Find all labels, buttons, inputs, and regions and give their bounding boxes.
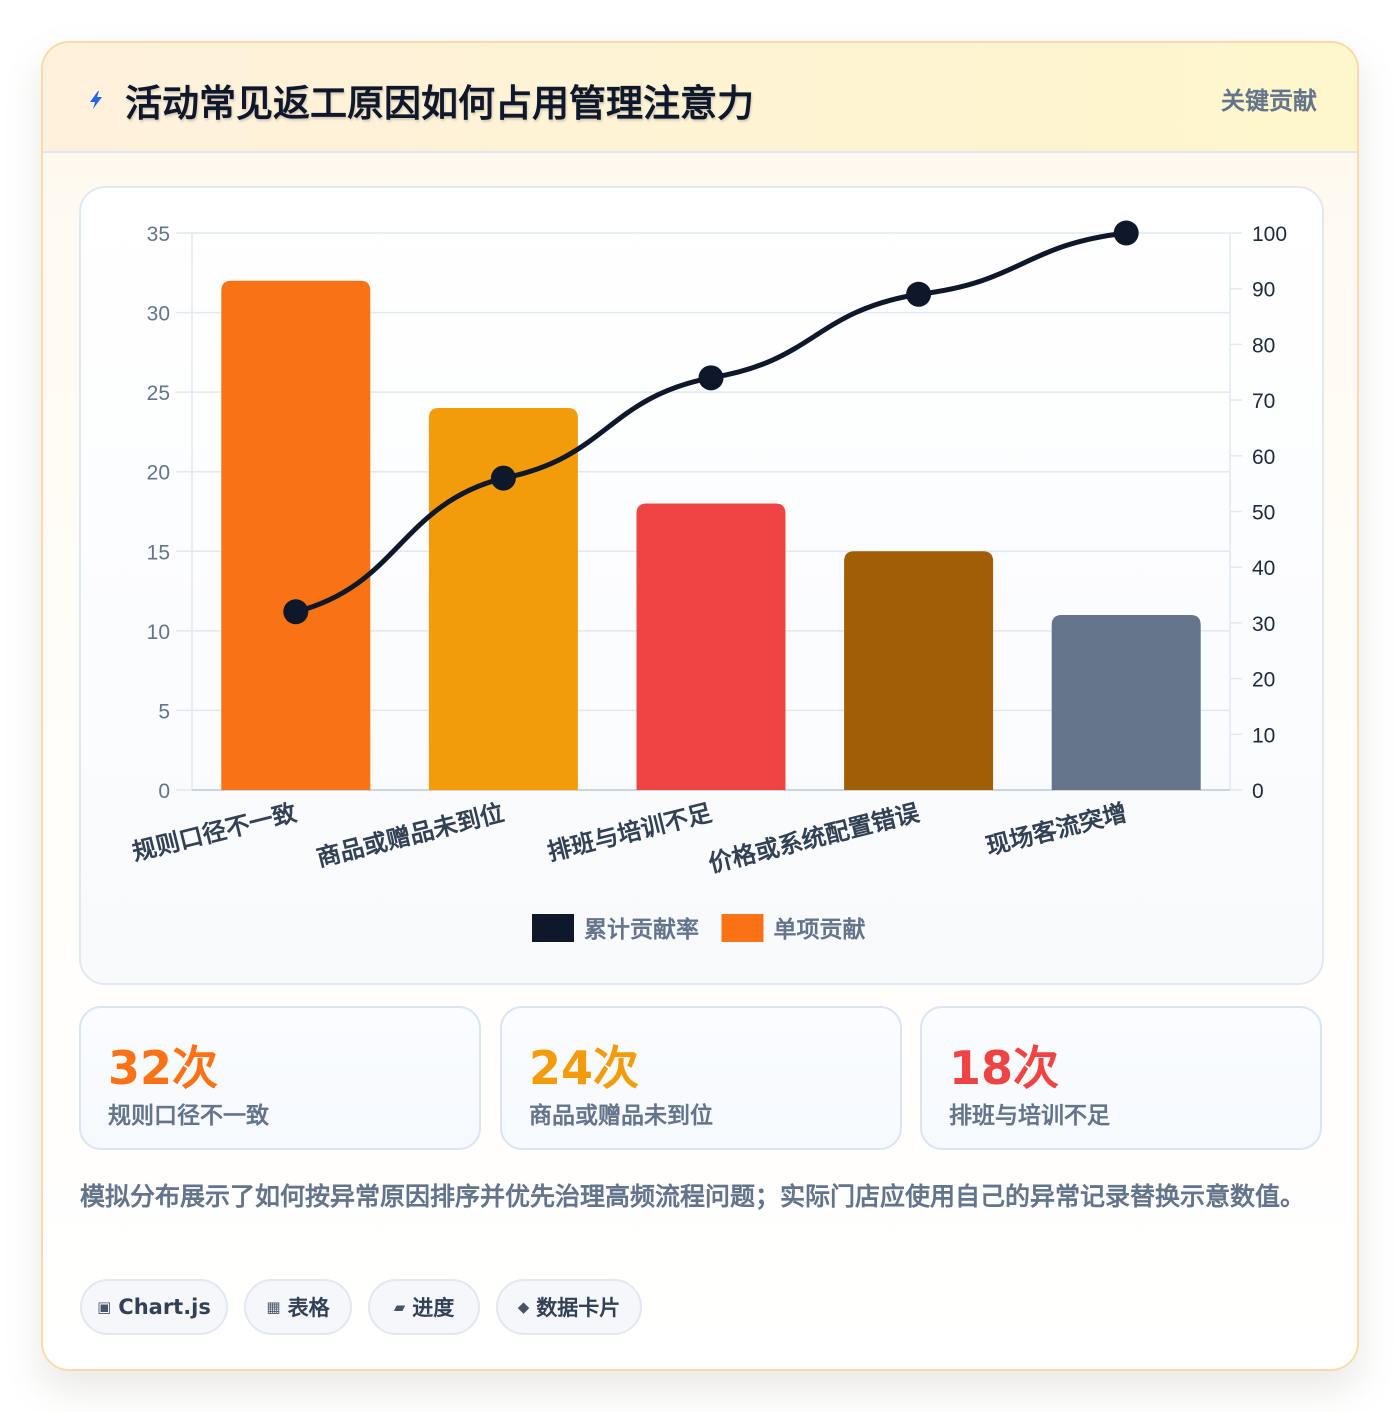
chart-card: 活动常见返工原因如何占用管理注意力 关键贡献 0 5 10 15 20 25 30 35 0 10… (41, 41, 1359, 1371)
x-tick-label: 排班与培训不足 (545, 799, 715, 867)
chart-icon: ▣ (97, 1298, 112, 1316)
x-tick-label: 规则口径不一致 (129, 798, 300, 866)
y-left-tick-label: 20 (147, 462, 170, 485)
legend-swatch (721, 914, 764, 942)
data-card-icon: ◆ (517, 1298, 530, 1316)
y-left-tick-label: 10 (147, 621, 170, 644)
stat-value: 32次 (108, 1041, 219, 1095)
chip-table[interactable]: ▦ 表格 (244, 1279, 352, 1335)
y-left-tick-label: 30 (147, 303, 170, 326)
chart-note: 模拟分布展示了如何按异常原因排序并优先治理高频流程问题；实际门店应使用自己的异常… (80, 1182, 1306, 1211)
chip-label: Chart.js (118, 1295, 211, 1319)
progress-icon: ▰ (393, 1298, 406, 1316)
line-point (906, 281, 932, 307)
stat-label: 规则口径不一致 (108, 1103, 269, 1129)
y-right-tick-label: 40 (1252, 557, 1275, 580)
line-point (1113, 220, 1139, 246)
stat-card: 18次排班与培训不足 (920, 1006, 1322, 1150)
y-left-tick-label: 5 (158, 700, 170, 723)
y-left-tick-label: 15 (147, 541, 170, 564)
y-right-tick-label: 80 (1252, 334, 1275, 357)
y-right-tick-label: 30 (1252, 613, 1275, 636)
card-header: 活动常见返工原因如何占用管理注意力 关键贡献 (43, 43, 1357, 153)
stat-value: 18次 (949, 1041, 1060, 1095)
chip-label: 数据卡片 (536, 1296, 621, 1320)
chart-panel: 0 5 10 15 20 25 30 35 0 10 20 30 40 50 60 70 80 90 100 规则口径… (79, 186, 1324, 985)
y-left-tick-label: 0 (158, 780, 170, 803)
stat-label: 商品或赠品未到位 (529, 1103, 713, 1129)
legend-label: 单项贡献 (774, 917, 866, 943)
chip-progress[interactable]: ▰ 进度 (368, 1279, 480, 1335)
chip-data-card[interactable]: ◆ 数据卡片 (496, 1279, 642, 1335)
chip-chart[interactable]: ▣ Chart.js (80, 1279, 228, 1335)
x-tick-label: 价格或系统配置错误 (706, 798, 923, 878)
stat-card: 32次规则口径不一致 (79, 1006, 481, 1150)
table-icon: ▦ (266, 1298, 281, 1316)
y-right-tick-label: 100 (1252, 223, 1287, 246)
chip-label: 表格 (287, 1296, 330, 1320)
stat-value: 24次 (529, 1041, 640, 1095)
x-tick-label: 现场客流突增 (983, 799, 1129, 861)
pareto-chart: 0 5 10 15 20 25 30 35 0 10 20 30 40 50 60 70 80 90 100 规则口径… (129, 220, 1287, 943)
page-title: 活动常见返工原因如何占用管理注意力 (125, 82, 754, 125)
chip-label: 进度 (412, 1296, 455, 1320)
y-right-tick-label: 0 (1252, 780, 1264, 803)
y-right-tick-label: 20 (1252, 669, 1275, 692)
y-right-tick-label: 50 (1252, 502, 1275, 525)
x-tick-label: 商品或赠品未到位 (314, 799, 507, 873)
line-point (490, 465, 516, 491)
bar (844, 551, 994, 790)
stat-card: 24次商品或赠品未到位 (500, 1006, 902, 1150)
y-right-tick-label: 60 (1252, 446, 1275, 469)
line-point (698, 365, 724, 391)
y-left-tick-label: 25 (147, 382, 170, 405)
bar (636, 503, 786, 790)
header-badge: 关键贡献 (1221, 87, 1317, 115)
bar (221, 280, 371, 790)
legend-label: 累计贡献率 (584, 916, 699, 943)
line-point (283, 599, 309, 625)
stat-label: 排班与培训不足 (949, 1103, 1110, 1129)
y-right-tick-label: 90 (1252, 279, 1275, 302)
bar (428, 408, 578, 790)
y-right-tick-label: 70 (1252, 390, 1275, 413)
y-left-tick-label: 35 (147, 223, 170, 246)
lightning-icon (90, 91, 102, 109)
y-right-tick-label: 10 (1252, 724, 1275, 747)
legend-swatch (532, 914, 574, 942)
bar (1051, 614, 1201, 790)
